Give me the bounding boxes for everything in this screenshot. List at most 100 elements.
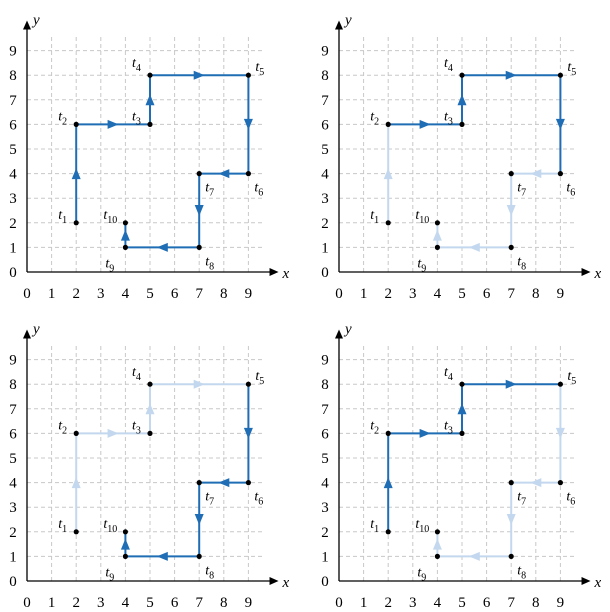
trajectory-point — [245, 72, 251, 78]
x-tick-label: 2 — [72, 286, 80, 302]
trajectory-point — [459, 381, 465, 387]
x-tick-label: 9 — [245, 595, 253, 611]
x-axis-label: x — [594, 266, 602, 282]
y-tick-label: 2 — [9, 216, 17, 232]
trajectory-segment — [76, 428, 150, 438]
y-tick-label: 0 — [9, 265, 17, 281]
point-label: t2 — [370, 418, 379, 436]
trajectory-point — [385, 430, 391, 436]
y-tick-label: 5 — [321, 451, 329, 467]
direction-arrow-icon — [555, 118, 565, 130]
x-tick-label: 3 — [409, 286, 417, 302]
point-label: t9 — [105, 565, 114, 583]
trajectory-point — [434, 244, 440, 250]
trajectory-point — [385, 121, 391, 127]
point-label-subscript: 9 — [109, 572, 114, 583]
direction-arrow-icon — [218, 169, 230, 179]
x-tick-label: 3 — [97, 286, 105, 302]
point-label: t7 — [517, 490, 526, 508]
point-label: t5 — [567, 60, 576, 78]
trajectory-segment — [120, 531, 130, 557]
x-tick-label: 1 — [48, 286, 56, 302]
point-label: t5 — [255, 60, 264, 78]
x-tick-label: 6 — [483, 595, 491, 611]
y-tick-label: 0 — [321, 574, 329, 590]
trajectory-point — [122, 220, 128, 226]
x-tick-label: 6 — [171, 595, 179, 611]
y-tick-label: 2 — [321, 525, 329, 541]
x-tick-label: 0 — [335, 595, 343, 611]
trajectory-point — [147, 381, 153, 387]
direction-arrow-icon — [194, 514, 204, 525]
point-label-subscript: 3 — [136, 116, 141, 127]
x-axis-arrow-icon — [269, 268, 279, 276]
trajectory-point — [122, 553, 128, 560]
point-label: t3 — [132, 109, 141, 127]
point-label-subscript: 5 — [259, 376, 264, 387]
point-label-subscript: 7 — [209, 188, 214, 199]
trajectory-segment — [437, 551, 512, 561]
point-label-subscript: 9 — [421, 263, 426, 274]
y-tick-label: 4 — [9, 476, 17, 492]
y-tick-label: 0 — [321, 265, 329, 281]
y-tick-label: 8 — [321, 68, 329, 84]
direction-arrow-icon — [243, 118, 253, 130]
trajectory-point — [245, 381, 251, 387]
trajectory-segment — [199, 169, 249, 179]
trajectory-segment — [388, 428, 462, 438]
direction-arrow-icon — [156, 551, 168, 561]
x-tick-label: 8 — [532, 286, 540, 302]
direction-arrow-icon — [193, 379, 205, 389]
point-label-subscript: 10 — [419, 524, 429, 535]
point-label-subscript: 7 — [521, 497, 526, 508]
x-tick-label: 7 — [195, 286, 203, 302]
x-tick-label: 0 — [23, 286, 31, 302]
trajectory-segment — [71, 433, 81, 532]
trajectory-segment — [555, 75, 565, 174]
point-label-subscript: 6 — [570, 497, 575, 508]
direction-arrow-icon — [383, 168, 393, 180]
trajectory-point — [557, 171, 564, 177]
trajectory-point — [459, 430, 465, 436]
direction-arrow-icon — [194, 205, 204, 216]
trajectory-point — [434, 220, 440, 226]
direction-arrow-icon — [145, 94, 155, 106]
trajectory-segment — [243, 75, 253, 174]
grid — [27, 344, 264, 581]
trajectory-point — [508, 171, 514, 177]
x-tick-label: 5 — [458, 595, 466, 611]
y-axis-label: y — [343, 321, 352, 337]
direction-arrow-icon — [457, 403, 467, 415]
point-label-subscript: 2 — [374, 116, 379, 127]
x-tick-label: 6 — [483, 286, 491, 302]
direction-arrow-icon — [218, 478, 230, 488]
x-tick-label: 5 — [458, 286, 466, 302]
trajectory-point — [73, 121, 79, 127]
y-tick-label: 1 — [321, 240, 329, 256]
y-tick-label: 8 — [9, 68, 17, 84]
point-label: t1 — [58, 208, 67, 226]
y-tick-label: 4 — [321, 167, 329, 183]
direction-arrow-icon — [506, 205, 516, 216]
point-label-subscript: 8 — [521, 261, 526, 272]
direction-arrow-icon — [505, 379, 517, 389]
point-label-subscript: 8 — [521, 570, 526, 581]
direction-arrow-icon — [468, 551, 480, 561]
x-axis-label: x — [282, 575, 290, 591]
point-label-subscript: 2 — [374, 425, 379, 436]
point-label-subscript: 10 — [107, 524, 117, 535]
y-tick-label: 1 — [9, 549, 17, 565]
point-label: t3 — [444, 418, 453, 436]
point-label: t9 — [417, 565, 426, 583]
direction-arrow-icon — [468, 242, 480, 252]
trajectory-segment — [199, 478, 249, 488]
direction-arrow-icon — [530, 478, 542, 488]
y-tick-label: 6 — [321, 117, 329, 133]
trajectory-point — [434, 553, 440, 560]
y-tick-label: 7 — [9, 402, 17, 418]
trajectory-segment — [383, 433, 393, 532]
